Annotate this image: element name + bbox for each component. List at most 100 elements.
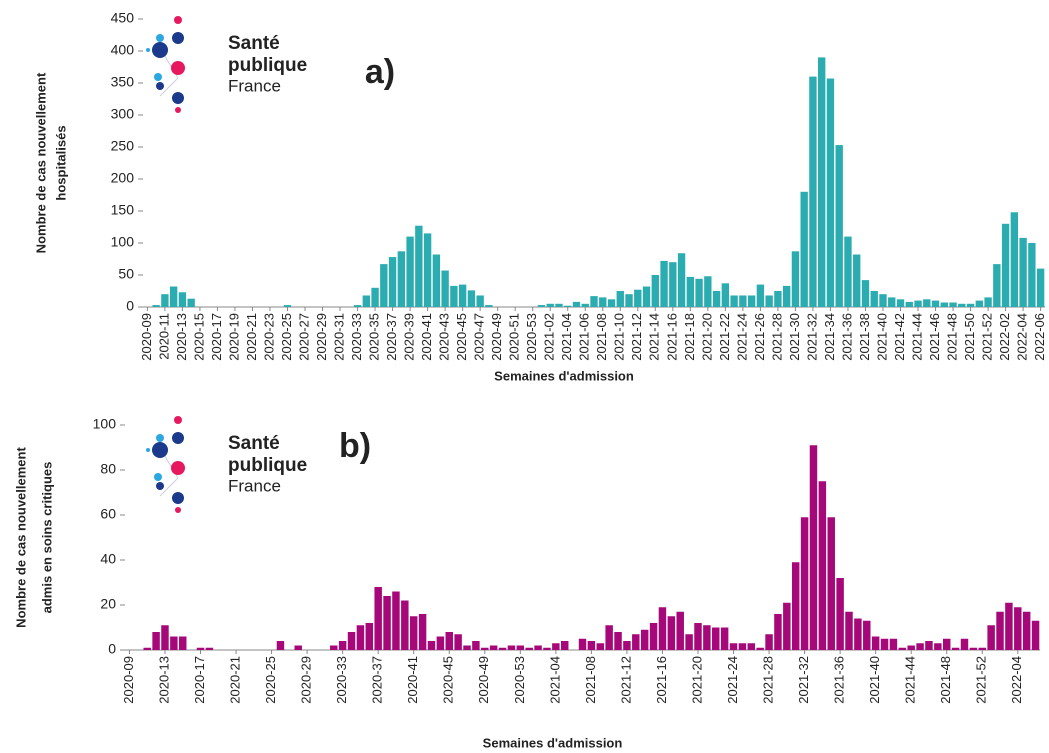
bar xyxy=(738,643,747,650)
bar xyxy=(818,481,827,650)
bar xyxy=(472,641,480,650)
bar xyxy=(596,643,604,650)
bar xyxy=(616,291,624,307)
bar xyxy=(409,616,418,650)
bar xyxy=(756,647,764,650)
bar xyxy=(914,300,922,307)
x-tick-label: 2021-10 xyxy=(612,313,627,361)
x-tick-label: 2020-23 xyxy=(261,313,276,361)
bar xyxy=(454,634,462,650)
bar xyxy=(401,600,409,650)
logo-text: Santé xyxy=(228,433,280,454)
bar xyxy=(669,262,677,307)
bar xyxy=(934,643,942,650)
bar xyxy=(667,616,676,650)
bar xyxy=(187,298,195,307)
bar xyxy=(861,280,870,307)
bar xyxy=(782,285,791,307)
bar xyxy=(1028,243,1036,307)
bar xyxy=(969,647,978,650)
bar xyxy=(605,625,613,650)
bar xyxy=(546,303,554,307)
bar xyxy=(572,301,581,307)
bar xyxy=(712,627,720,650)
bar xyxy=(397,251,406,307)
logo-text: publique xyxy=(228,55,307,76)
bar xyxy=(427,641,436,650)
x-tick-label: 2020-45 xyxy=(454,313,469,361)
y-tick-label: 50 xyxy=(118,266,134,282)
bar xyxy=(362,295,370,307)
logo-text: publique xyxy=(228,455,307,476)
bar xyxy=(642,286,651,307)
bar xyxy=(844,236,852,307)
bar xyxy=(590,296,598,307)
x-tick-label: 2020-11 xyxy=(156,313,171,360)
x-tick-label: 2020-29 xyxy=(314,313,329,361)
y-tick-label: 40 xyxy=(100,551,116,567)
x-tick-label: 2020-39 xyxy=(402,313,417,361)
x-tick-label: 2021-32 xyxy=(796,656,811,704)
bar xyxy=(205,647,214,650)
logo-dot xyxy=(172,92,184,104)
x-tick-label: 2020-49 xyxy=(489,313,504,361)
x-tick-label: 2020-43 xyxy=(437,313,452,361)
bar xyxy=(923,299,931,307)
bar xyxy=(960,638,969,650)
panel-label: b) xyxy=(339,427,371,465)
logo-dot xyxy=(171,461,185,475)
bar xyxy=(898,647,907,650)
bar xyxy=(660,260,668,307)
bar xyxy=(1014,607,1022,650)
bar xyxy=(485,305,493,307)
bar xyxy=(383,596,391,650)
bar xyxy=(1022,611,1031,650)
logo-dot xyxy=(156,434,164,442)
x-tick-label: 2021-52 xyxy=(980,313,995,361)
bar xyxy=(730,295,738,307)
logo-dot xyxy=(152,42,168,58)
x-tick-label: 2021-20 xyxy=(689,656,704,704)
logo-dot xyxy=(154,473,162,481)
x-tick-label: 2020-35 xyxy=(367,313,382,361)
x-tick-label: 2021-46 xyxy=(927,313,942,361)
bar xyxy=(826,78,835,308)
bar xyxy=(809,76,817,307)
bar xyxy=(676,611,684,650)
x-tick-label: 2022-04 xyxy=(1015,313,1030,361)
bar xyxy=(721,283,730,307)
x-tick-label: 2021-44 xyxy=(909,313,924,361)
bar xyxy=(836,578,844,650)
bar xyxy=(371,287,379,307)
bar xyxy=(507,645,516,650)
logo-dot xyxy=(156,82,164,90)
bar xyxy=(695,278,703,307)
x-tick-label: 2021-48 xyxy=(938,656,953,704)
y-tick-label: 200 xyxy=(111,170,135,186)
logo-dot xyxy=(156,34,164,42)
x-tick-label: 2022-06 xyxy=(1032,313,1047,361)
bar xyxy=(870,291,878,307)
x-tick-label: 2021-50 xyxy=(962,313,977,361)
x-tick-label: 2021-20 xyxy=(699,313,714,361)
y-axis-title: hospitalisés xyxy=(53,125,68,200)
bar xyxy=(632,634,640,650)
logo-dot xyxy=(174,416,182,424)
y-tick-label: 100 xyxy=(93,416,117,432)
bar xyxy=(330,645,338,650)
x-tick-label: 2020-33 xyxy=(334,656,349,704)
bar xyxy=(649,623,658,650)
bar xyxy=(1005,602,1013,650)
x-tick-label: 2020-49 xyxy=(476,656,491,704)
x-tick-label: 2021-16 xyxy=(654,656,669,704)
bar xyxy=(607,299,616,307)
bar xyxy=(581,303,589,307)
bar xyxy=(423,233,432,307)
bar xyxy=(634,289,642,307)
bar xyxy=(896,299,905,307)
x-tick-label: 2021-18 xyxy=(682,313,697,361)
bar xyxy=(1031,620,1040,650)
logo-dot xyxy=(172,432,184,444)
bar xyxy=(827,517,835,650)
